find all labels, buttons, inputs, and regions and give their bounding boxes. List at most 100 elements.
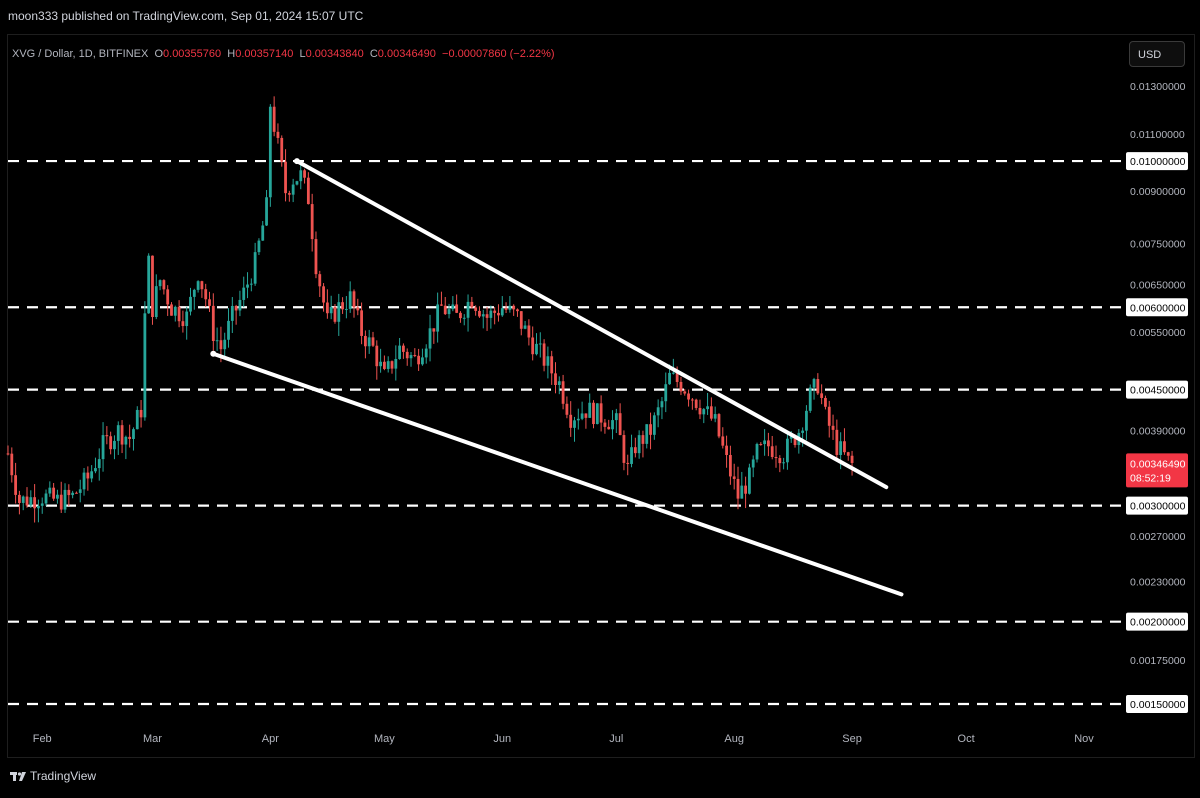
- candle-body: [447, 309, 451, 315]
- level-price-tag: [1126, 152, 1188, 171]
- candle-body: [497, 312, 500, 316]
- candle-body: [101, 435, 105, 460]
- candle-body: [147, 255, 151, 314]
- candle-body: [565, 403, 569, 415]
- currency-button[interactable]: USD: [1129, 41, 1185, 67]
- candle-body: [831, 425, 835, 430]
- candle-body: [284, 161, 287, 194]
- candle-body: [162, 280, 166, 290]
- candle-body: [105, 435, 109, 437]
- current-price-tag: [1126, 453, 1188, 488]
- candle-body: [478, 310, 481, 317]
- price-tick-label: 0.00150000: [1130, 699, 1186, 711]
- trendline-anchor: [293, 158, 300, 165]
- candle-body: [25, 496, 29, 506]
- candle-body: [181, 321, 185, 327]
- high-value: 0.00357140: [235, 48, 294, 60]
- candle-body: [432, 328, 436, 332]
- candle-body: [120, 425, 124, 445]
- low-value: 0.00343840: [305, 48, 364, 60]
- candle-body: [557, 381, 561, 385]
- candle-body: [698, 407, 702, 415]
- candle-body: [455, 304, 459, 313]
- candle-body: [675, 372, 679, 382]
- time-tick-label: Jun: [493, 733, 511, 745]
- candle-body: [531, 337, 535, 355]
- candle-body: [371, 337, 375, 346]
- candle-body: [329, 307, 333, 314]
- candle-body: [253, 252, 257, 284]
- candle-body: [519, 311, 523, 329]
- level-price-tag: [1126, 298, 1188, 317]
- time-tick-label: Mar: [143, 733, 162, 745]
- candle-body: [421, 357, 424, 365]
- candle-body: [268, 106, 272, 198]
- candle-body: [584, 413, 588, 418]
- candle-body: [151, 255, 154, 318]
- candle-body: [128, 436, 132, 439]
- open-label: O: [154, 48, 164, 60]
- candle-body: [352, 291, 356, 308]
- candle-body: [664, 384, 668, 402]
- candle-body: [451, 304, 455, 310]
- close-value: 0.00346490: [377, 48, 436, 60]
- footer-brand[interactable]: TradingView: [10, 769, 96, 783]
- candle-body: [56, 494, 59, 499]
- candlesticks: [6, 96, 854, 523]
- candle-body: [409, 355, 413, 359]
- candle-body: [656, 407, 660, 416]
- candle-body: [614, 413, 618, 421]
- candle-body: [516, 309, 519, 312]
- open-value: 0.00355760: [163, 48, 222, 60]
- candle-body: [192, 289, 196, 297]
- candle-body: [299, 170, 303, 182]
- candle-body: [386, 361, 390, 369]
- price-tick-label: 0.00550000: [1130, 327, 1186, 339]
- candle-body: [390, 361, 394, 369]
- candle-body: [744, 485, 747, 494]
- candle-body: [767, 440, 770, 447]
- candle-body: [630, 447, 633, 464]
- candle-body: [808, 387, 812, 411]
- candle-body: [363, 335, 367, 347]
- candle-body: [436, 304, 440, 332]
- candle-body: [86, 472, 90, 479]
- current-price-label: 0.00346490: [1130, 458, 1186, 470]
- candle-body: [177, 306, 181, 322]
- candle-body: [595, 403, 599, 425]
- candle-body: [322, 286, 325, 303]
- candle-body: [379, 361, 383, 367]
- symbol-label[interactable]: XVG / Dollar, 1D, BITFINEX: [12, 48, 149, 60]
- candle-body: [295, 181, 299, 185]
- candle-body: [576, 418, 580, 421]
- time-tick-label: Oct: [958, 733, 975, 745]
- candle-body: [736, 478, 740, 499]
- candle-body: [637, 435, 641, 454]
- candle-body: [592, 402, 595, 425]
- candle-body: [694, 399, 698, 408]
- candle-body: [360, 310, 363, 336]
- candle-body: [166, 289, 170, 305]
- candle-body: [44, 493, 48, 504]
- candle-body: [200, 281, 204, 290]
- candle-body: [333, 307, 337, 322]
- price-tick-label: 0.00650000: [1130, 279, 1186, 291]
- candle-body: [542, 343, 546, 366]
- price-tick-label: 0.00450000: [1130, 385, 1186, 397]
- candle-body: [135, 409, 139, 430]
- candle-body: [37, 505, 40, 509]
- time-tick-label: Jul: [609, 733, 623, 745]
- candle-body: [261, 225, 265, 241]
- candle-body: [679, 381, 683, 392]
- candle-body: [276, 131, 280, 138]
- candle-body: [348, 291, 352, 309]
- candle-body: [671, 372, 675, 374]
- price-tick-label: 0.00300000: [1130, 501, 1186, 513]
- candle-body: [21, 496, 25, 503]
- publisher-caption: moon333 published on TradingView.com, Se…: [8, 9, 364, 23]
- candle-body: [211, 305, 215, 342]
- candle-body: [713, 414, 717, 419]
- candle-body: [550, 356, 554, 374]
- candle-body: [185, 311, 189, 327]
